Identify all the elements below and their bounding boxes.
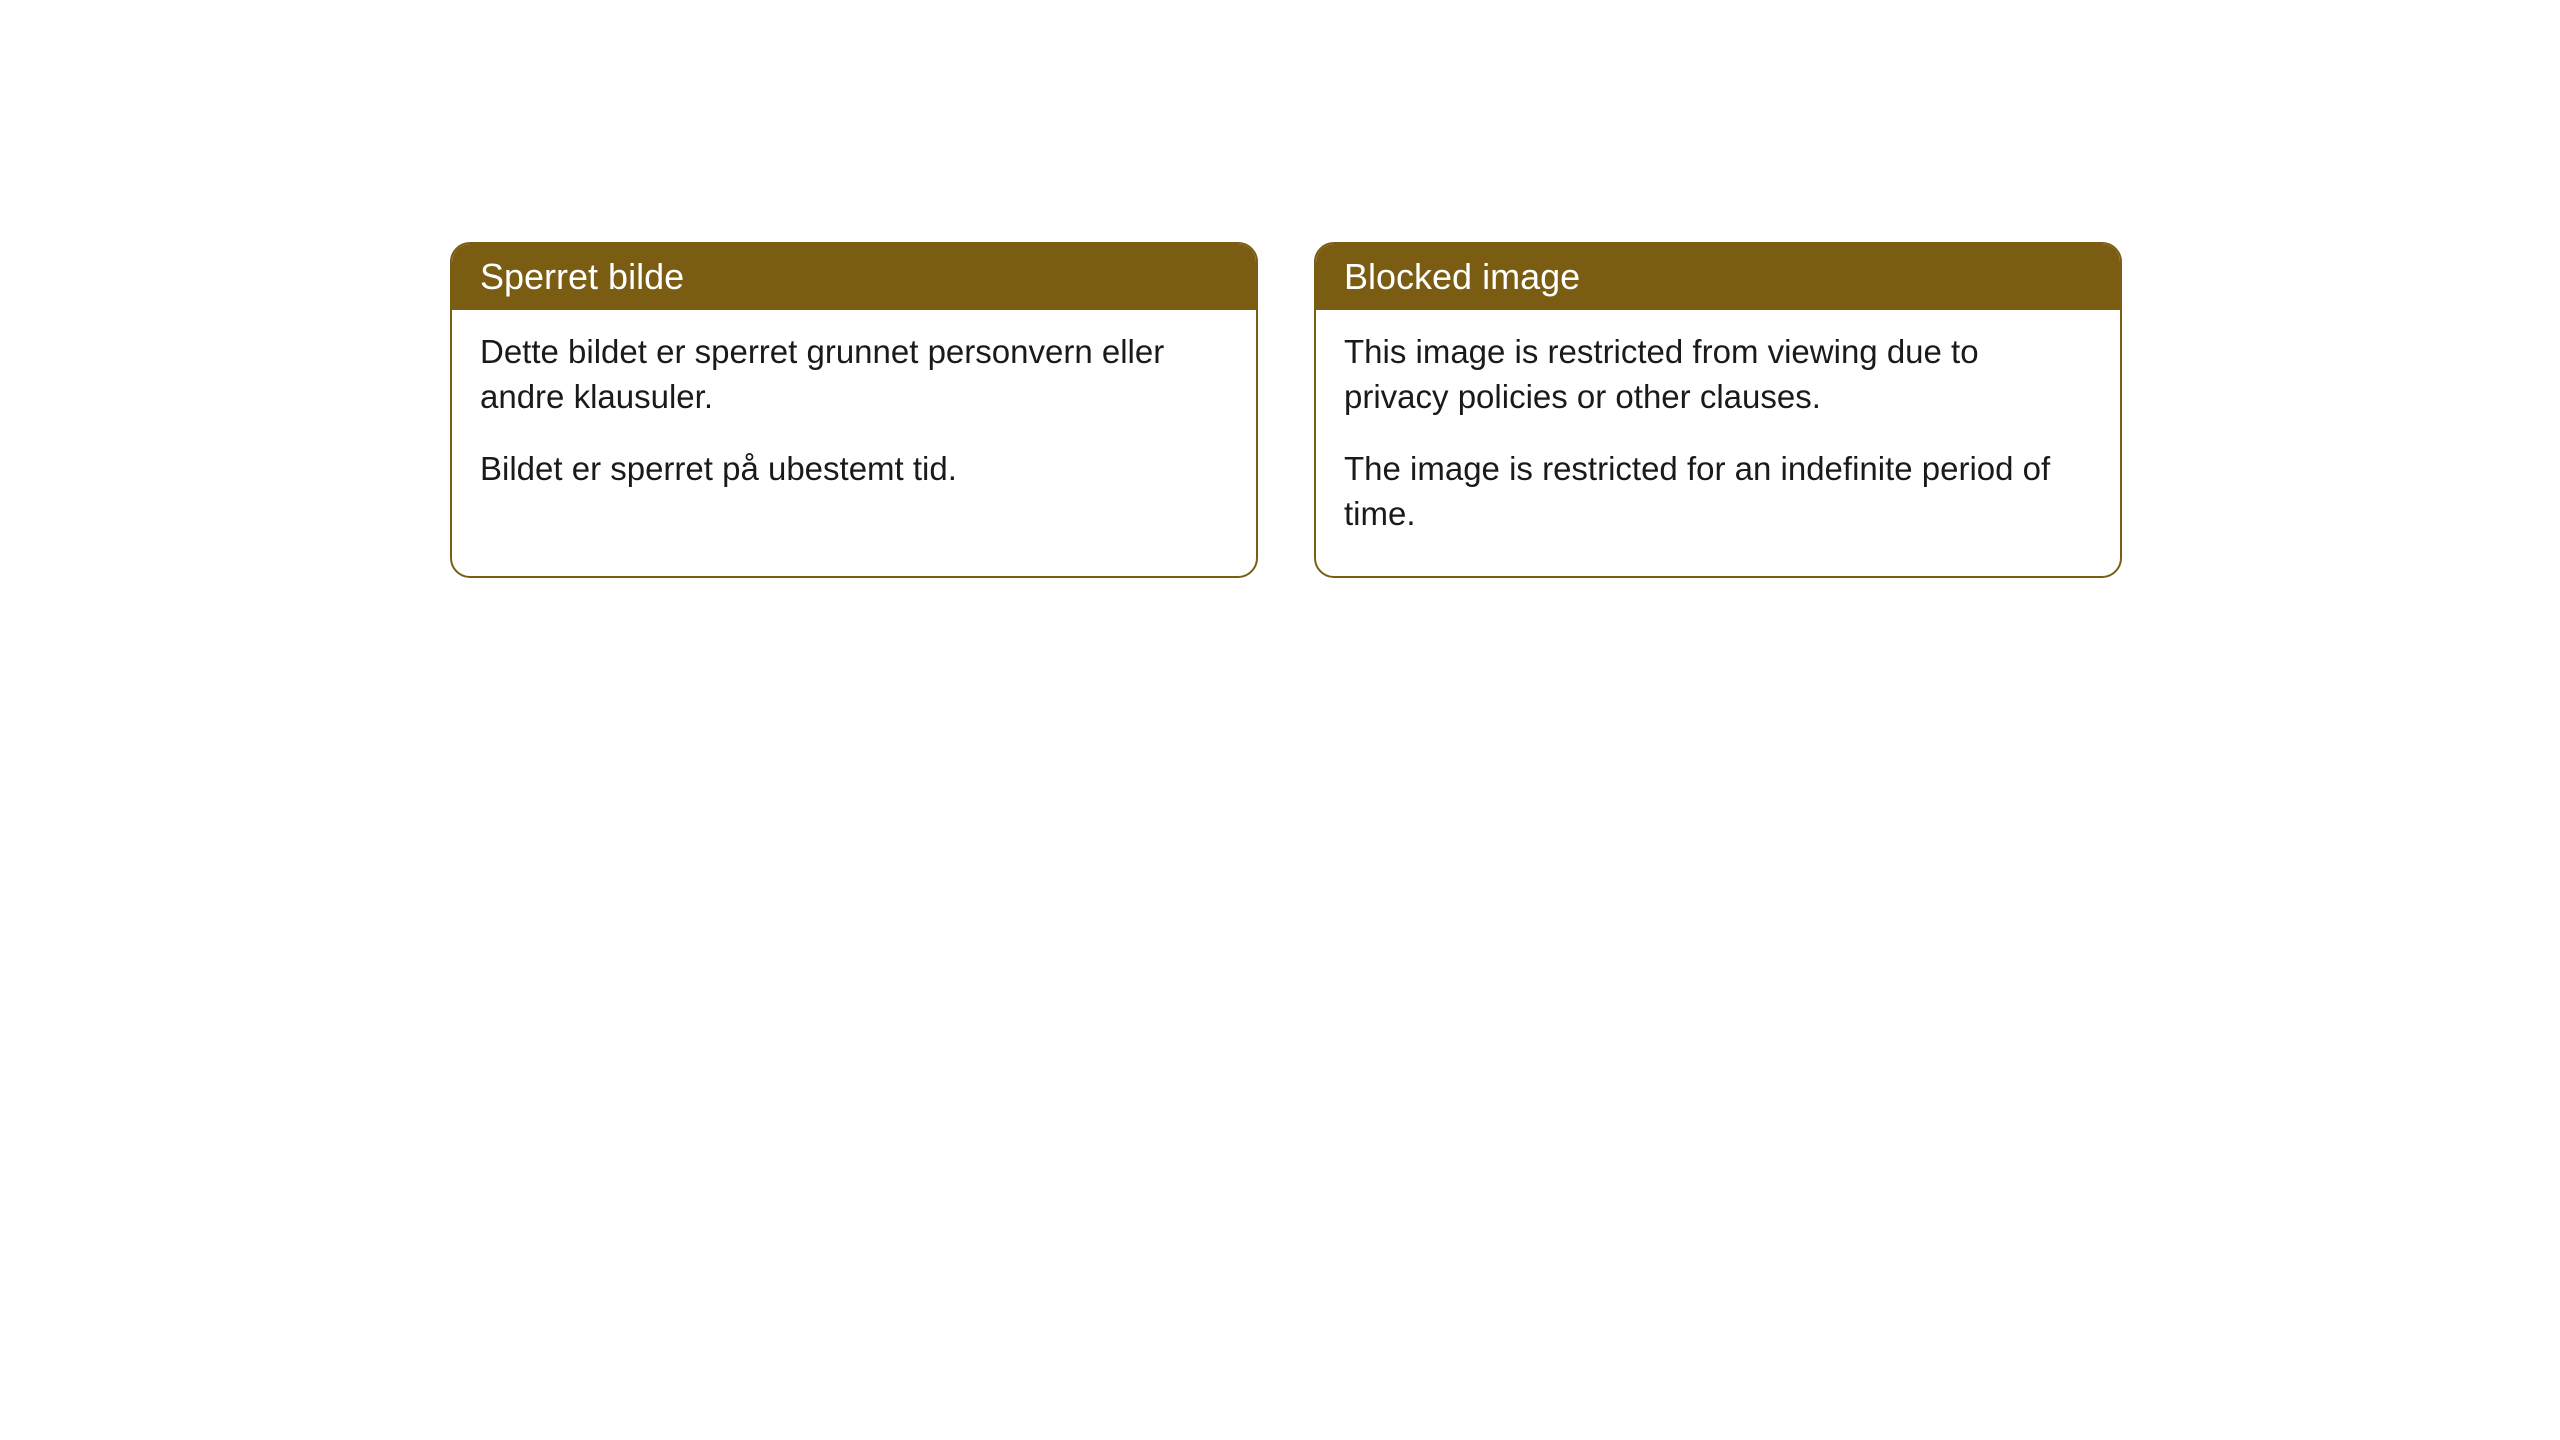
- notice-header: Sperret bilde: [452, 244, 1256, 310]
- notice-header: Blocked image: [1316, 244, 2120, 310]
- notice-box-english: Blocked image This image is restricted f…: [1314, 242, 2122, 578]
- notice-paragraph-1: This image is restricted from viewing du…: [1344, 330, 2092, 419]
- notice-paragraph-2: The image is restricted for an indefinit…: [1344, 447, 2092, 536]
- notice-body: Dette bildet er sperret grunnet personve…: [452, 310, 1256, 532]
- notice-paragraph-1: Dette bildet er sperret grunnet personve…: [480, 330, 1228, 419]
- notice-container: Sperret bilde Dette bildet er sperret gr…: [450, 242, 2122, 578]
- notice-box-norwegian: Sperret bilde Dette bildet er sperret gr…: [450, 242, 1258, 578]
- notice-body: This image is restricted from viewing du…: [1316, 310, 2120, 576]
- notice-paragraph-2: Bildet er sperret på ubestemt tid.: [480, 447, 1228, 492]
